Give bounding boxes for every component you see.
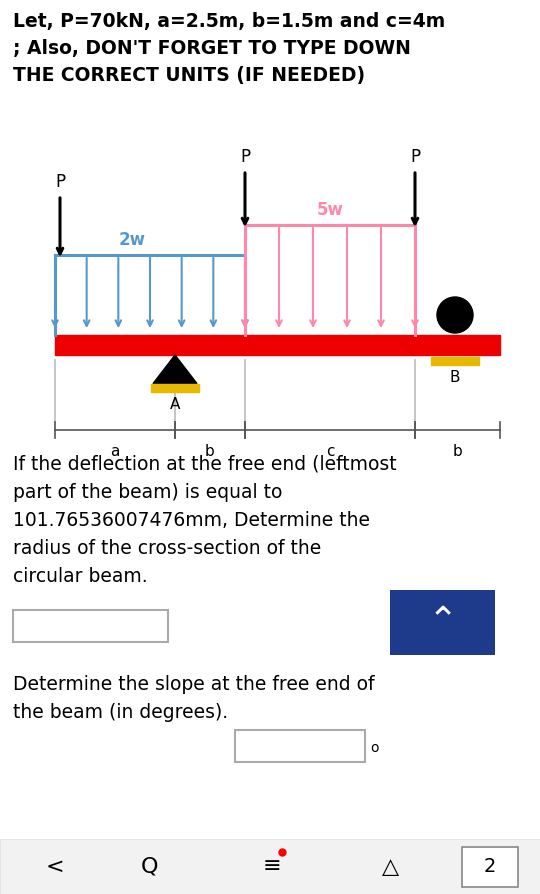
Text: a: a xyxy=(110,444,120,459)
Bar xyxy=(235,730,365,762)
Text: △: △ xyxy=(381,856,399,876)
Text: b: b xyxy=(453,444,462,459)
Text: B: B xyxy=(450,370,460,385)
Text: 2w: 2w xyxy=(118,231,145,249)
Text: Q: Q xyxy=(141,856,159,876)
Bar xyxy=(390,590,495,655)
Text: 5w: 5w xyxy=(316,201,343,219)
Text: P: P xyxy=(410,148,420,166)
Bar xyxy=(151,384,199,392)
Text: 2: 2 xyxy=(484,857,496,876)
Bar xyxy=(462,847,518,887)
Text: A: A xyxy=(170,397,180,411)
Polygon shape xyxy=(153,355,197,384)
Circle shape xyxy=(437,297,473,333)
Text: ≡: ≡ xyxy=(262,856,281,876)
Bar xyxy=(0,839,540,894)
Text: Let, P=70kN, a=2.5m, b=1.5m and c=4m
; Also, DON'T FORGET TO TYPE DOWN
THE CORRE: Let, P=70kN, a=2.5m, b=1.5m and c=4m ; A… xyxy=(13,12,445,86)
Text: c: c xyxy=(326,444,334,459)
Text: Determine the slope at the free end of
the beam (in degrees).: Determine the slope at the free end of t… xyxy=(13,675,375,722)
Text: <: < xyxy=(46,856,64,876)
Text: P: P xyxy=(240,148,250,166)
Bar xyxy=(431,357,479,365)
Bar xyxy=(13,610,168,642)
Text: ⌃: ⌃ xyxy=(427,605,457,639)
Text: o: o xyxy=(370,741,379,755)
Text: b: b xyxy=(205,444,215,459)
Text: If the deflection at the free end (leftmost
part of the beam) is equal to
101.76: If the deflection at the free end (leftm… xyxy=(13,455,396,586)
Text: P: P xyxy=(55,173,65,191)
Bar xyxy=(55,335,500,355)
